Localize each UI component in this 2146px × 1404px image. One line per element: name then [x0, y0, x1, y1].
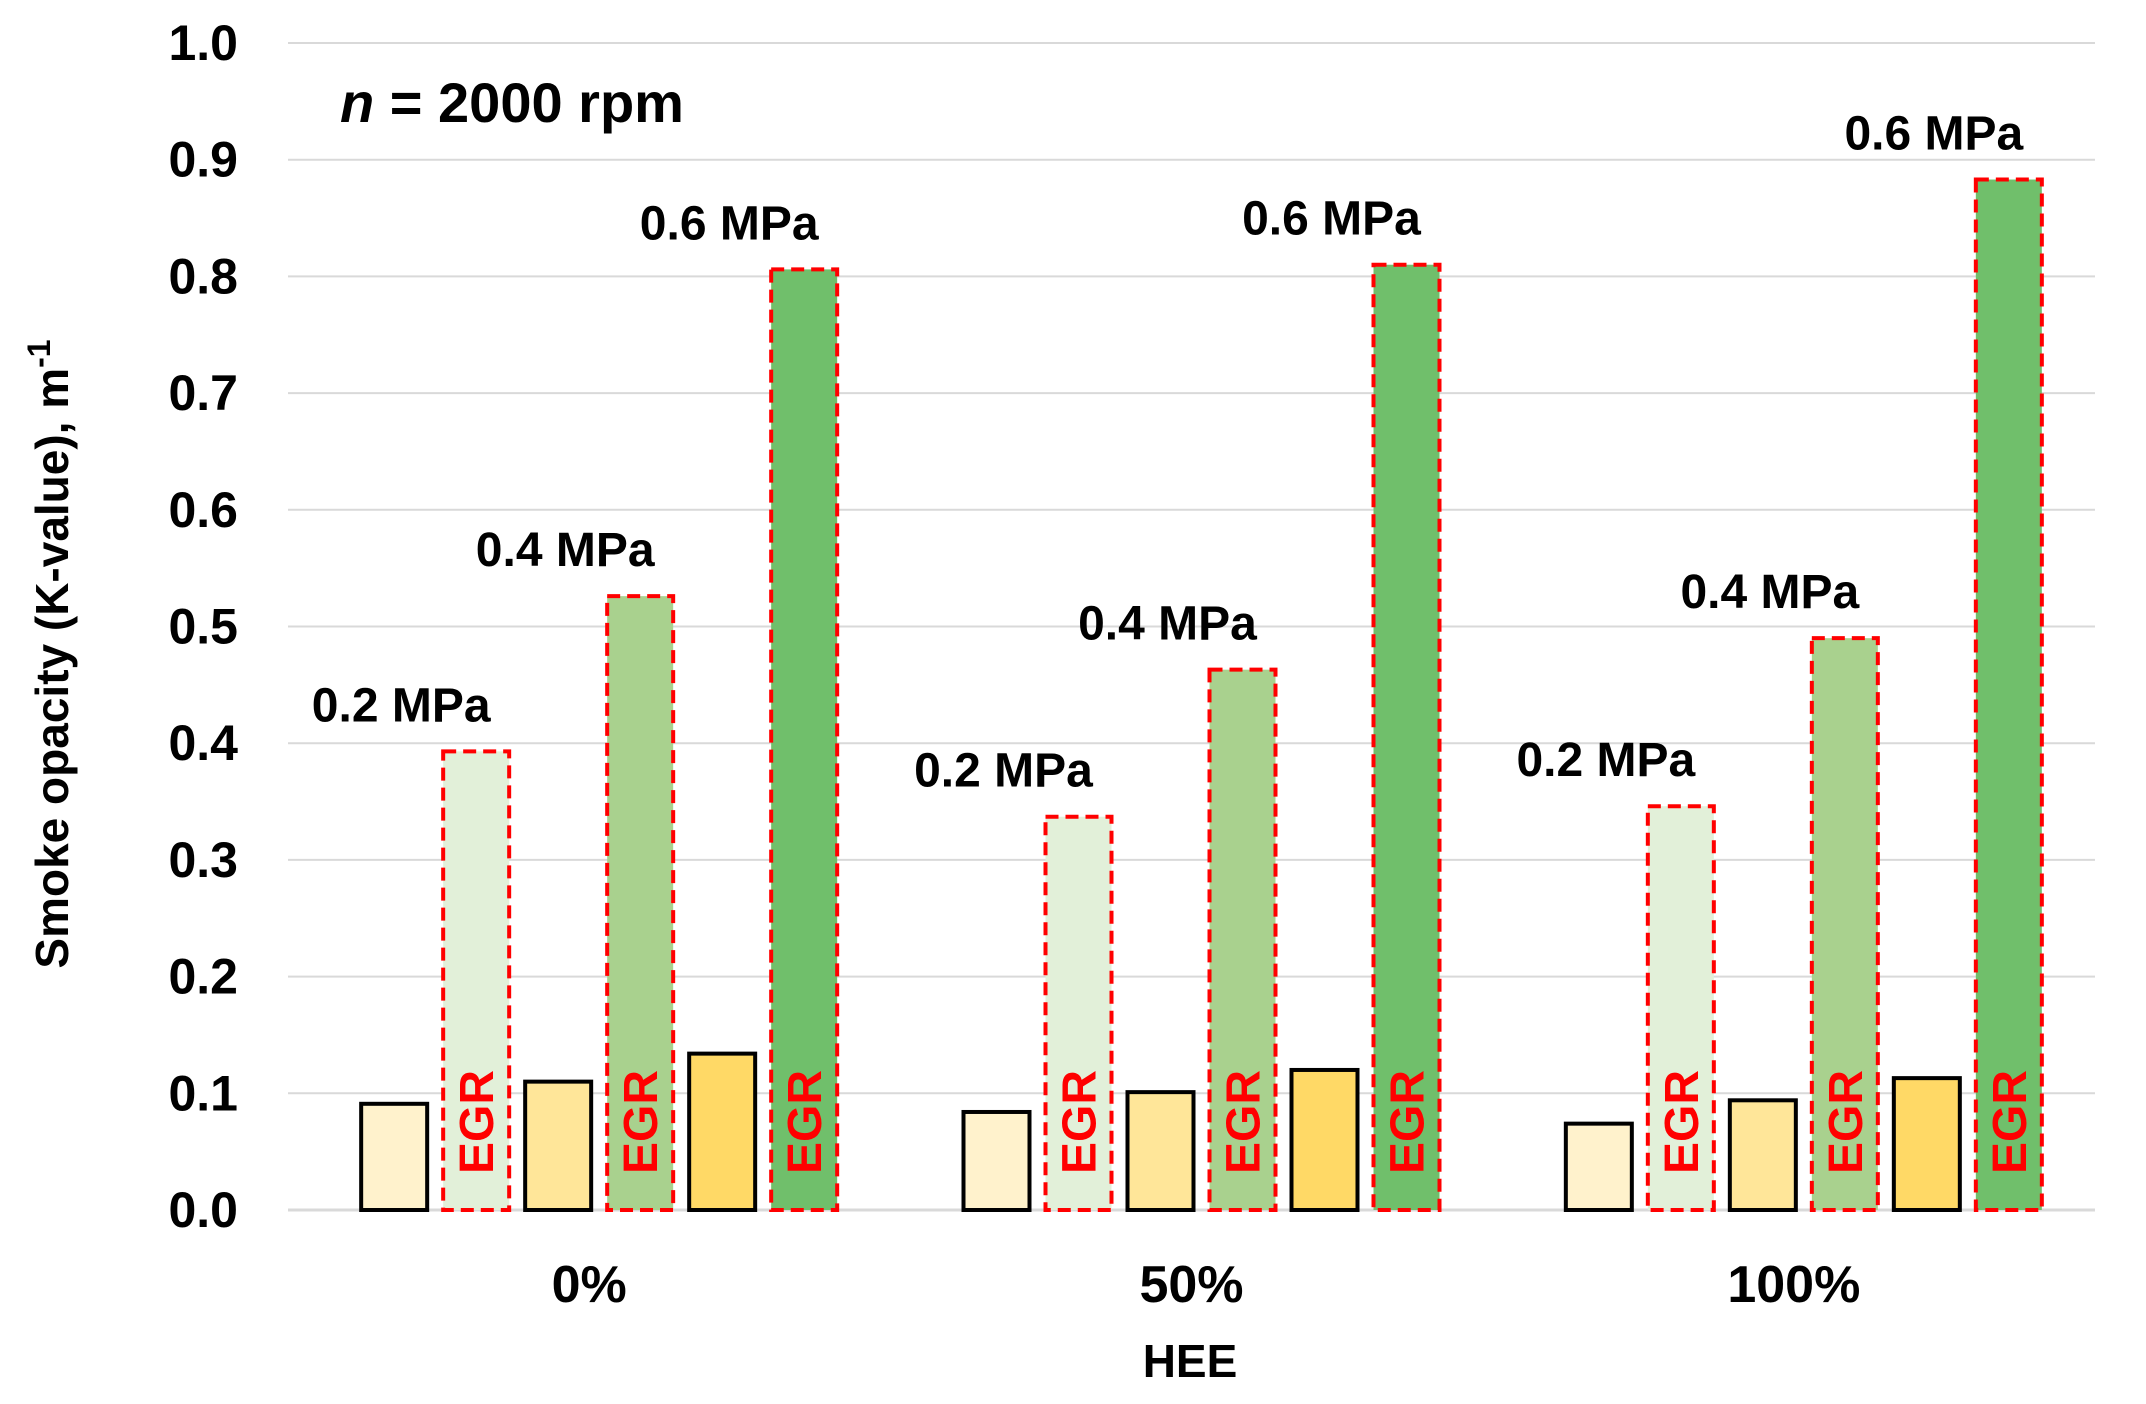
- data-label: 0.6 MPa: [1844, 108, 2023, 161]
- data-label: 0.4 MPa: [1078, 598, 1257, 651]
- bar-0-6-mpa-0: [687, 1051, 758, 1212]
- x-category-label: 0%: [552, 1256, 627, 1314]
- bar-0-2-mpa-egr-1: [1043, 814, 1114, 1212]
- x-axis-categories: 0% 50% 100%: [552, 1256, 1861, 1314]
- egr-bar-label: EGR: [1054, 1070, 1107, 1174]
- data-label: 0.2 MPa: [914, 745, 1093, 798]
- x-axis-title: HEE: [1143, 1335, 1238, 1387]
- bar-0-4-mpa-0: [523, 1079, 594, 1212]
- data-label: 0.2 MPa: [1516, 734, 1695, 787]
- y-axis-title: Smoke opacity (K-value), m-1: [21, 339, 78, 968]
- bar-0-2-mpa-0: [359, 1101, 430, 1212]
- bar-0-6-mpa-egr-1: [1371, 262, 1442, 1213]
- egr-bar-label: EGR: [1656, 1070, 1709, 1174]
- y-axis-title-superscript: -1: [21, 339, 57, 367]
- bar-0-4-mpa-2: [1727, 1098, 1798, 1212]
- bar-0-4-mpa-egr-1: [1207, 667, 1278, 1212]
- data-label: 0.6 MPa: [640, 197, 819, 250]
- speed-annotation: n = 2000 rpm: [340, 71, 684, 134]
- egr-bar-label: EGR: [1218, 1070, 1271, 1174]
- y-axis-ticks: 0.0 0.1 0.2 0.3 0.4 0.5 0.6 0.7 0.8 0.9 1.0: [168, 15, 238, 1238]
- bar-0-6-mpa-2: [1891, 1076, 1962, 1213]
- egr-bar-label: EGR: [1984, 1070, 2037, 1174]
- x-category-label: 100%: [1727, 1256, 1860, 1314]
- bars: EGR EGR EGR EGR EGR EGR EGR EGR EGR: [359, 177, 2044, 1213]
- bar-0-2-mpa-1: [961, 1109, 1032, 1213]
- data-label: 0.6 MPa: [1242, 193, 1421, 246]
- bar-0-6-mpa-1: [1289, 1067, 1360, 1212]
- bar-0-2-mpa-2: [1563, 1121, 1634, 1212]
- y-tick-label: 0.4: [168, 715, 238, 771]
- bar-0-6-mpa-egr-2: [1973, 177, 2044, 1213]
- y-tick-label: 0.7: [168, 365, 238, 421]
- y-tick-label: 0.3: [168, 832, 238, 888]
- y-tick-label: 0.9: [168, 132, 238, 188]
- y-tick-label: 0.2: [168, 949, 238, 1005]
- egr-bar-label: EGR: [779, 1070, 832, 1174]
- data-label: 0.2 MPa: [312, 679, 491, 732]
- y-tick-label: 0.6: [168, 482, 238, 538]
- speed-symbol: n: [340, 71, 374, 134]
- bar-0-4-mpa-egr-0: [605, 594, 676, 1212]
- bar-0-6-mpa-egr-0: [769, 267, 840, 1212]
- egr-bar-label: EGR: [615, 1070, 668, 1174]
- y-tick-label: 0.8: [168, 248, 238, 304]
- data-labels: 0.2 MPa 0.4 MPa 0.6 MPa 0.2 MPa 0.4 MPa 0.6 M…: [312, 108, 2024, 798]
- data-label: 0.4 MPa: [476, 524, 655, 577]
- y-axis-title-text: Smoke opacity (K-value), m: [26, 368, 78, 969]
- x-category-label: 50%: [1139, 1256, 1243, 1314]
- egr-bar-label: EGR: [451, 1070, 504, 1174]
- bar-0-2-mpa-egr-0: [441, 749, 512, 1213]
- speed-value: = 2000 rpm: [374, 71, 684, 134]
- egr-bar-label: EGR: [1820, 1070, 1873, 1174]
- egr-bar-label: EGR: [1382, 1070, 1435, 1174]
- y-tick-label: 1.0: [168, 15, 238, 71]
- y-tick-label: 0.1: [168, 1065, 238, 1121]
- bar-0-2-mpa-egr-2: [1645, 804, 1716, 1213]
- bar-0-4-mpa-1: [1125, 1090, 1196, 1213]
- bar-0-4-mpa-egr-2: [1809, 636, 1880, 1212]
- data-label: 0.4 MPa: [1680, 566, 1859, 619]
- y-tick-label: 0.5: [168, 599, 238, 655]
- y-tick-label: 0.0: [168, 1182, 238, 1238]
